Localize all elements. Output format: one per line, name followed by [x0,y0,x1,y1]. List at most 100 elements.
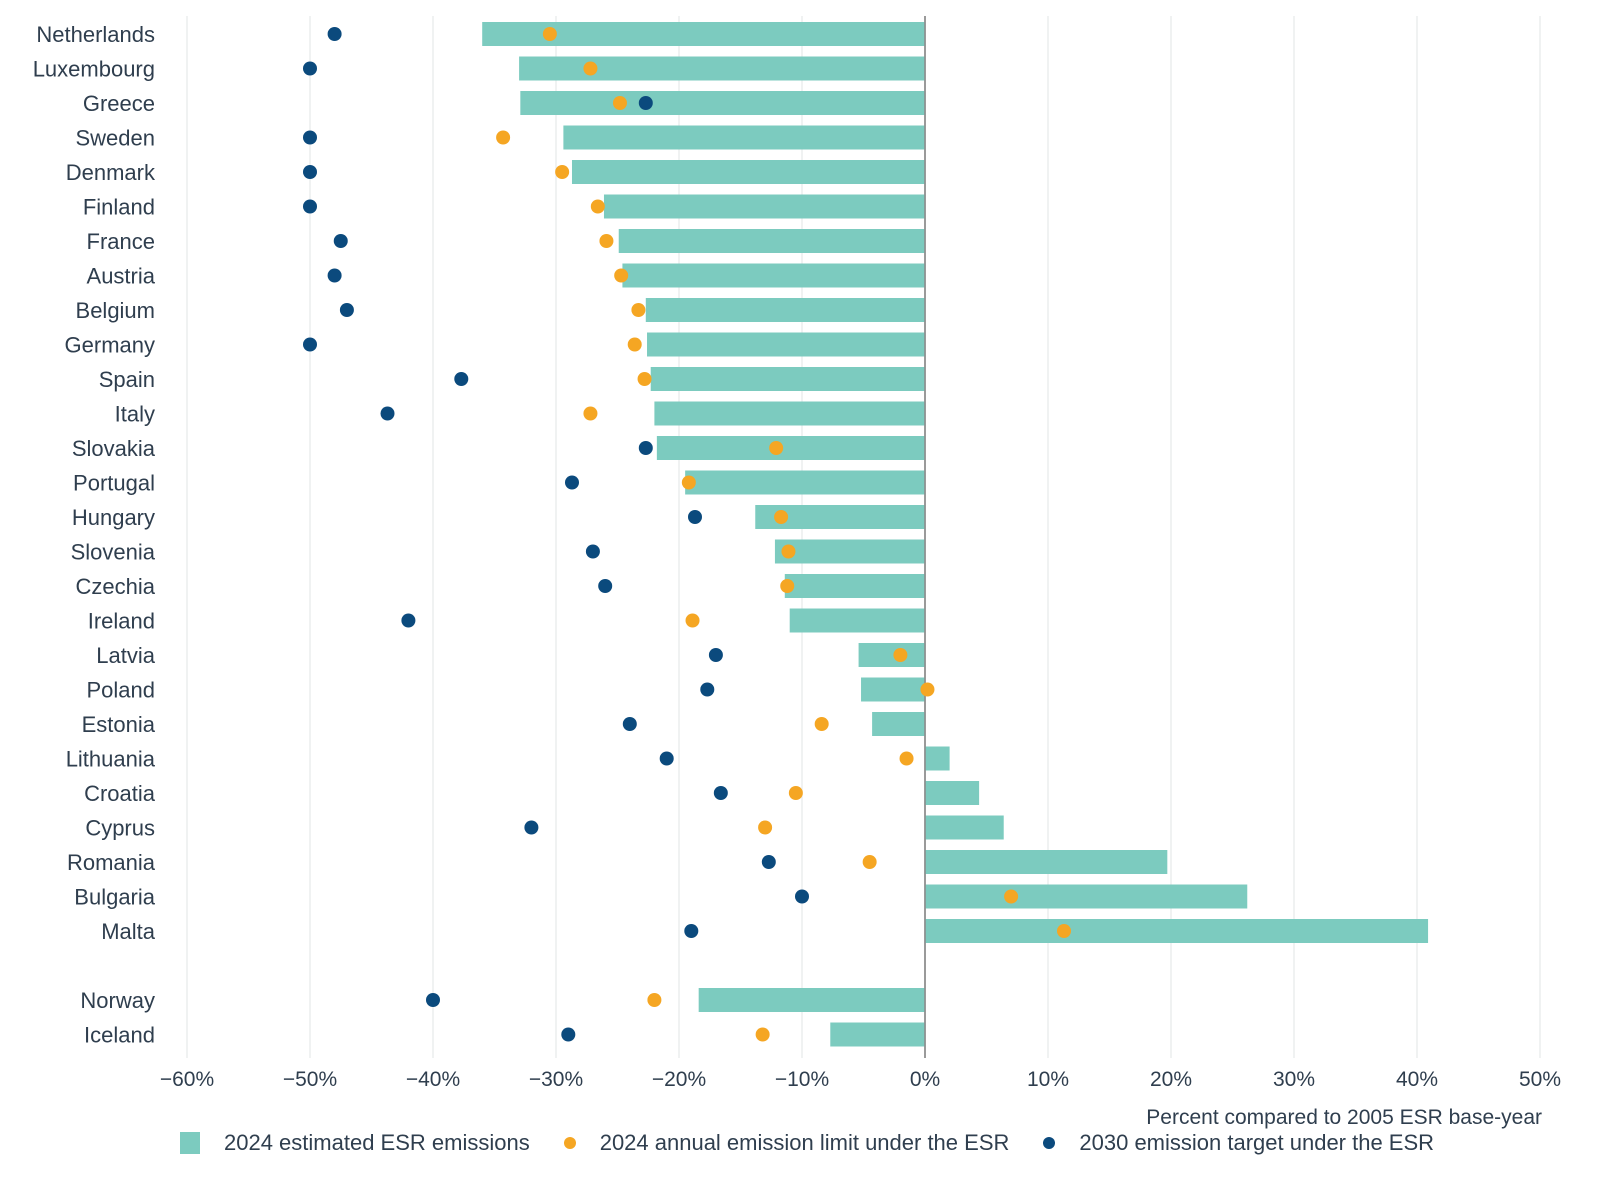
legend: 2024 estimated ESR emissions 2024 annual… [180,1130,1468,1156]
category-label: Croatia [84,781,156,806]
dot-2030-target [659,751,674,766]
category-label: Portugal [73,471,155,496]
dot-2024-limit [583,61,598,76]
category-label: Hungary [72,505,155,530]
dot-2030-target [303,61,317,76]
dot-2024-limit [685,613,700,628]
category-label: Spain [99,367,155,392]
bar-2024-emissions [784,574,925,598]
category-label: Latvia [96,643,155,668]
dot-2024-limit [862,855,877,869]
dot-2024-limit [631,303,646,317]
x-tick-label: 30% [1273,1068,1315,1091]
x-tick-label: −50% [283,1068,337,1091]
dot-2030-target [598,579,613,593]
bar-2024-emissions [861,677,925,702]
bar-2024-emissions [830,1022,925,1047]
bar-2024-emissions [571,160,925,184]
bar-2024-emissions [925,746,950,771]
dot-2030-target [426,993,440,1007]
legend-label-emissions: 2024 estimated ESR emissions [224,1130,530,1155]
x-tick-label: 0% [910,1068,940,1091]
dot-2030-target [761,855,776,869]
bar-2024-emissions [563,125,925,150]
x-tick-label: −60% [160,1068,214,1091]
x-tick-label: −20% [652,1068,706,1091]
bar-2024-emissions [622,263,925,288]
dot-2024-limit [627,337,642,352]
legend-item-target: 2030 emission target under the ESR [1043,1130,1434,1156]
dot-2024-limit [647,993,662,1007]
bar-2024-emissions [925,884,1248,909]
category-label: Denmark [66,160,156,185]
category-label: Czechia [76,574,156,599]
category-label: Malta [101,919,156,944]
bar-2024-emissions [645,298,925,322]
category-label: Greece [83,91,155,116]
legend-label-target: 2030 emission target under the ESR [1079,1130,1435,1155]
dot-2030-target [561,1027,576,1042]
dot-2030-target [524,820,539,835]
dot-2024-limit [788,786,803,800]
legend-label-limit: 2024 annual emission limit under the ESR [599,1130,1010,1155]
dot-2030-target [303,165,317,179]
dot-2030-target [339,303,354,317]
category-label: Cyprus [85,816,155,841]
bar-2024-emissions [654,401,925,426]
legend-item-limit: 2024 annual emission limit under the ESR [563,1130,1010,1156]
x-tick-label: −30% [529,1068,583,1091]
dot-2030-target [638,441,653,455]
dot-2030-target [684,924,699,938]
x-tick-label: −40% [406,1068,460,1091]
bar-2024-emissions [789,608,925,633]
bar-2024-emissions [520,91,925,115]
bar-2024-emissions [925,919,1429,943]
dot-2024-limit [637,372,652,386]
dot-2030-target [380,406,395,421]
legend-swatch-target [1043,1137,1056,1149]
bar-2024-emissions [925,781,980,805]
dot-2024-limit [1004,889,1019,904]
dot-2030-target [303,199,317,214]
dot-2024-limit [1056,924,1071,938]
dot-2030-target [700,682,715,697]
category-label: Sweden [75,126,155,151]
dot-2024-limit [780,579,795,593]
category-label: Ireland [88,609,155,634]
category-label: Slovakia [72,436,156,461]
x-tick-label: 50% [1519,1068,1561,1091]
x-tick-label: −10% [775,1068,829,1091]
category-label: Iceland [84,1023,155,1048]
dot-2024-limit [590,199,605,214]
x-tick-label: 40% [1396,1068,1438,1091]
bar-2024-emissions [774,539,925,564]
dot-2030-target [564,475,579,490]
bar-2024-emissions [872,712,925,736]
dot-2024-limit [542,27,557,41]
category-label: Bulgaria [74,885,155,910]
dot-2030-target [333,234,348,248]
category-label: Estonia [82,712,156,737]
dot-2024-limit [614,268,629,283]
dot-2030-target [713,786,728,800]
dot-2024-limit [555,165,570,179]
dot-2024-limit [899,751,914,766]
category-label: Belgium [76,298,155,323]
dot-2024-limit [496,130,511,145]
dot-2030-target [454,372,469,386]
category-label: Italy [115,402,155,427]
dot-2030-target [303,337,317,352]
dot-2030-target [401,613,416,628]
category-label: Germany [65,333,155,358]
dot-2030-target [327,268,342,283]
bar-2024-emissions [647,332,925,357]
bar-2024-emissions [618,229,925,253]
x-tick-label: 10% [1027,1068,1069,1091]
dot-2024-limit [781,544,796,559]
bar-2024-emissions [603,194,925,219]
category-label: Netherlands [36,22,155,47]
bar-2024-emissions [925,815,1004,840]
bar-2024-emissions [650,367,925,391]
dot-2024-limit [681,475,696,490]
